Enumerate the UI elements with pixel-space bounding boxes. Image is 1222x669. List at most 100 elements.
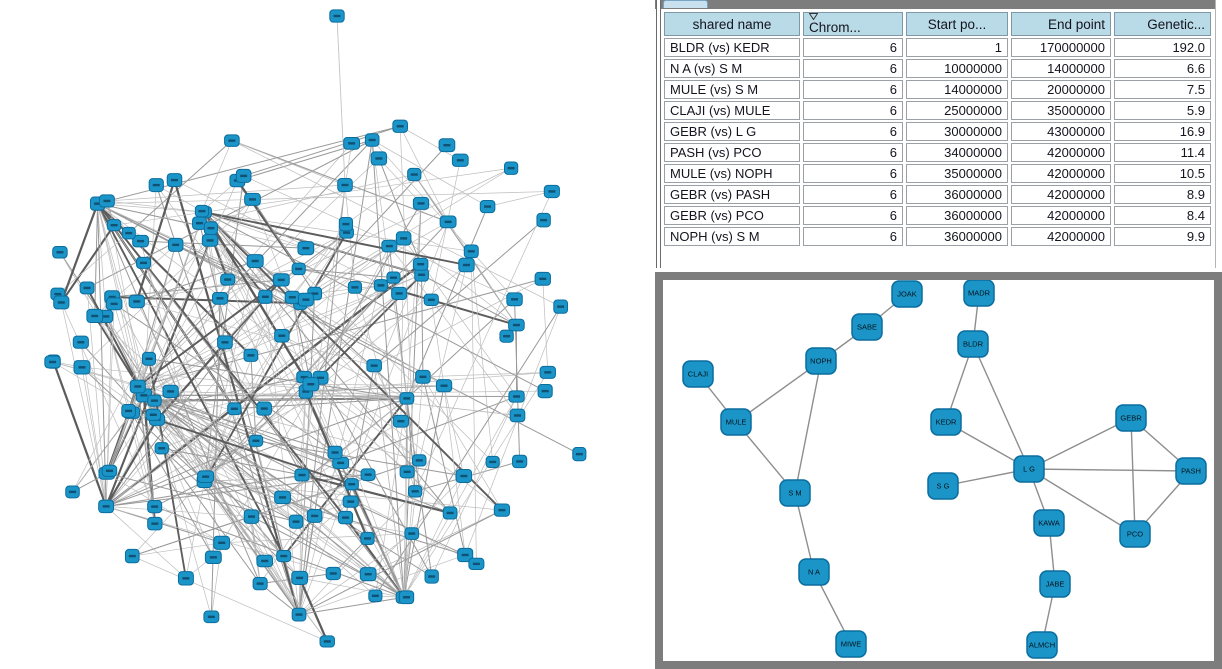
network-edge[interactable] bbox=[378, 158, 422, 204]
cell-value[interactable]: 16.9 bbox=[1114, 122, 1211, 141]
network-edge[interactable] bbox=[340, 396, 517, 464]
cell-value[interactable]: 6 bbox=[803, 143, 903, 162]
network-edge[interactable] bbox=[320, 377, 420, 461]
network-edge[interactable] bbox=[254, 260, 405, 598]
network-edge[interactable] bbox=[97, 203, 107, 507]
table-row[interactable]: PASH (vs) PCO 6 34000000 42000000 11.4 bbox=[664, 143, 1211, 162]
network-node[interactable] bbox=[227, 402, 242, 416]
network-edge[interactable] bbox=[298, 184, 346, 615]
network-node-MADR[interactable]: MADR bbox=[963, 280, 995, 307]
cell-value[interactable]: 36000000 bbox=[906, 206, 1008, 225]
network-node[interactable] bbox=[404, 527, 420, 540]
network-edge[interactable] bbox=[367, 509, 503, 575]
table-row[interactable]: GEBR (vs) L G 6 30000000 43000000 16.9 bbox=[664, 122, 1211, 141]
network-node[interactable] bbox=[438, 138, 456, 153]
network-edge[interactable] bbox=[170, 391, 407, 399]
network-edge[interactable] bbox=[298, 246, 390, 615]
network-edge[interactable] bbox=[105, 440, 257, 507]
network-node[interactable] bbox=[337, 178, 353, 192]
network-node[interactable] bbox=[154, 442, 169, 455]
network-edge[interactable] bbox=[250, 223, 347, 356]
cell-value[interactable]: 1 bbox=[906, 38, 1008, 57]
network-edge[interactable] bbox=[161, 447, 315, 517]
network-edge[interactable] bbox=[161, 447, 261, 584]
network-edge[interactable] bbox=[431, 299, 518, 416]
network-node[interactable] bbox=[52, 246, 68, 259]
network-edge[interactable] bbox=[105, 277, 394, 507]
network-node[interactable] bbox=[455, 468, 473, 483]
cell-value[interactable]: 36000000 bbox=[906, 185, 1008, 204]
table-tab-stub[interactable] bbox=[663, 0, 708, 8]
network-edge[interactable] bbox=[295, 391, 307, 522]
network-edge[interactable] bbox=[143, 262, 405, 598]
network-node[interactable] bbox=[347, 280, 362, 294]
network-edge[interactable] bbox=[406, 206, 489, 399]
network-node[interactable] bbox=[512, 454, 528, 469]
network-edge[interactable] bbox=[60, 203, 99, 303]
network-edge[interactable] bbox=[336, 15, 346, 186]
network-node[interactable] bbox=[329, 9, 345, 23]
network-node[interactable] bbox=[398, 590, 415, 605]
network-node-SABE[interactable]: SABE bbox=[851, 313, 883, 341]
cell-value[interactable]: 192.0 bbox=[1114, 38, 1211, 57]
network-node[interactable] bbox=[407, 485, 423, 498]
node-shape[interactable] bbox=[1013, 455, 1045, 483]
network-edge[interactable] bbox=[422, 376, 503, 511]
network-node[interactable] bbox=[504, 161, 519, 175]
cell-value[interactable]: 20000000 bbox=[1011, 80, 1111, 99]
network-node[interactable] bbox=[129, 379, 146, 394]
cell-value[interactable]: 35000000 bbox=[906, 164, 1008, 183]
table-row[interactable]: GEBR (vs) PCO 6 36000000 42000000 8.4 bbox=[664, 206, 1211, 225]
network-edge[interactable] bbox=[320, 377, 433, 577]
network-node[interactable] bbox=[132, 234, 149, 248]
cell-value[interactable]: 6 bbox=[803, 101, 903, 120]
network-edge[interactable] bbox=[156, 383, 311, 420]
network-node[interactable] bbox=[485, 455, 500, 468]
network-edge[interactable] bbox=[106, 184, 346, 202]
network-edge-LG-PCO[interactable] bbox=[1028, 468, 1136, 535]
cell-value[interactable]: 7.5 bbox=[1114, 80, 1211, 99]
network-edge[interactable] bbox=[201, 140, 233, 212]
cell-value[interactable]: 11.4 bbox=[1114, 143, 1211, 162]
network-edge[interactable] bbox=[542, 278, 549, 373]
network-edge[interactable] bbox=[400, 238, 404, 422]
network-node[interactable] bbox=[284, 290, 301, 304]
network-edge[interactable] bbox=[137, 279, 282, 388]
network-node[interactable] bbox=[147, 500, 163, 514]
network-node-JABE[interactable]: JABE bbox=[1039, 570, 1071, 598]
cell-shared-name[interactable]: GEBR (vs) L G bbox=[664, 122, 800, 141]
network-node[interactable] bbox=[177, 571, 194, 586]
network-node[interactable] bbox=[325, 566, 341, 581]
cell-value[interactable]: 42000000 bbox=[1011, 164, 1111, 183]
network-edge[interactable] bbox=[154, 398, 407, 402]
network-node[interactable] bbox=[412, 257, 429, 271]
network-edge[interactable] bbox=[136, 260, 256, 302]
network-node[interactable] bbox=[479, 199, 496, 214]
network-edge[interactable] bbox=[470, 251, 477, 564]
network-edge[interactable] bbox=[198, 223, 300, 615]
network-edge[interactable] bbox=[301, 474, 451, 514]
network-edge[interactable] bbox=[470, 251, 494, 462]
node-shape[interactable] bbox=[720, 408, 752, 436]
network-node[interactable] bbox=[458, 257, 475, 273]
network-edge[interactable] bbox=[399, 126, 449, 223]
network-edge[interactable] bbox=[298, 533, 412, 615]
network-edge[interactable] bbox=[105, 506, 187, 579]
network-node[interactable] bbox=[73, 360, 91, 375]
network-node[interactable] bbox=[342, 495, 359, 508]
network-edge[interactable] bbox=[97, 203, 205, 213]
network-edge[interactable] bbox=[105, 316, 156, 524]
network-edge[interactable] bbox=[97, 203, 503, 511]
network-node[interactable] bbox=[451, 153, 469, 167]
node-shape[interactable] bbox=[1175, 457, 1207, 485]
network-edge[interactable] bbox=[371, 139, 405, 598]
network-node[interactable] bbox=[360, 531, 375, 546]
network-edge[interactable] bbox=[128, 140, 233, 234]
network-node[interactable] bbox=[508, 318, 525, 332]
funnel-sort-icon[interactable] bbox=[809, 13, 818, 20]
network-node[interactable] bbox=[162, 384, 179, 399]
network-edge[interactable] bbox=[81, 367, 369, 575]
network-edge[interactable] bbox=[132, 516, 252, 557]
network-node[interactable] bbox=[332, 456, 350, 470]
cell-value[interactable]: 6 bbox=[803, 38, 903, 57]
